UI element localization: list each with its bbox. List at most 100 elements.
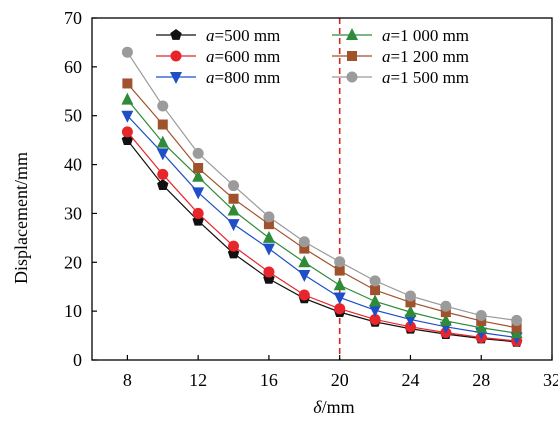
x-axis-title: δ/mm [313, 397, 354, 417]
legend-marker [346, 71, 358, 83]
legend-label: a=500 mm [206, 26, 280, 45]
data-point [369, 294, 382, 307]
data-point [439, 313, 452, 326]
series-6 [121, 46, 523, 326]
legend-param: a [382, 68, 391, 87]
legend-value: =500 mm [215, 26, 281, 45]
series-layer [121, 46, 523, 347]
legend-label: a=600 mm [206, 47, 280, 66]
data-point [404, 321, 416, 333]
legend-value: =1 000 mm [391, 26, 470, 45]
data-point [369, 313, 381, 325]
data-point [121, 110, 134, 123]
data-point [263, 219, 274, 230]
data-point [121, 126, 133, 138]
data-point [156, 135, 169, 148]
data-point [192, 169, 205, 182]
data-point [511, 314, 523, 326]
data-point [262, 243, 275, 256]
data-point [298, 289, 310, 301]
y-axis-title: Displacement/mm [11, 152, 31, 284]
legend-label: a=1 000 mm [382, 26, 469, 45]
data-point [121, 134, 134, 145]
data-point [334, 256, 346, 268]
data-point [298, 269, 311, 282]
data-point [370, 285, 381, 296]
data-point [192, 207, 204, 219]
data-point [405, 297, 416, 308]
data-point [369, 275, 381, 287]
legend-param: a [382, 47, 391, 66]
legend-item: a=1 000 mm [332, 26, 469, 45]
x-tick-label: 20 [331, 370, 349, 390]
data-point [193, 162, 204, 173]
data-point [404, 314, 417, 327]
data-point [369, 305, 382, 318]
data-point [333, 278, 346, 291]
legend-marker [346, 28, 358, 40]
data-point [228, 180, 240, 192]
y-tick-label: 0 [73, 350, 82, 370]
legend-param: a [206, 68, 215, 87]
series-5 [122, 78, 522, 333]
x-axis-symbol: δ [313, 397, 322, 417]
series-line [126, 83, 517, 329]
data-point [263, 211, 275, 223]
data-point [228, 193, 239, 204]
legend-marker [347, 51, 357, 61]
data-point [404, 305, 417, 318]
data-point [333, 292, 346, 305]
data-point [299, 243, 310, 254]
data-point [157, 168, 169, 180]
x-axis-unit: /mm [322, 397, 355, 417]
axes-layer: 8 12 16 20 24 28 32 0 10 20 30 40 50 60 70 [64, 8, 558, 390]
legend-value: =1 200 mm [391, 47, 470, 66]
x-tick-label: 8 [123, 370, 132, 390]
series-line [126, 131, 517, 342]
legend-marker [170, 50, 182, 62]
y-tick-label: 20 [64, 252, 82, 272]
series-2 [121, 126, 523, 347]
legend-item: a=1 500 mm [332, 68, 469, 87]
legend: a=500 mm a=1 000 mma=600 mm a=1 200 mma=80… [156, 26, 469, 87]
legend-param: a [382, 26, 391, 45]
data-point [156, 148, 169, 161]
legend-value: =600 mm [215, 47, 281, 66]
data-point [511, 322, 522, 333]
x-tick-label: 12 [189, 370, 207, 390]
series-line [126, 139, 517, 343]
data-point [192, 187, 205, 200]
data-point [440, 307, 451, 318]
x-tick-label: 16 [260, 370, 278, 390]
x-tick-label: 32 [543, 370, 558, 390]
data-point [440, 300, 452, 312]
series-3 [121, 110, 523, 345]
y-tick-label: 40 [64, 155, 82, 175]
data-point [262, 230, 275, 243]
data-point [475, 310, 487, 322]
legend-label: a=1 200 mm [382, 47, 469, 66]
x-tick-label: 28 [472, 370, 490, 390]
legend-item: a=500 mm [156, 26, 280, 45]
x-tick-label: 24 [401, 370, 419, 390]
data-point [404, 290, 416, 302]
series-1 [121, 134, 523, 347]
data-point [298, 255, 311, 268]
series-line [126, 115, 517, 339]
legend-marker [170, 29, 182, 40]
data-point [298, 236, 310, 248]
y-tick-label: 10 [64, 301, 82, 321]
legend-marker [170, 72, 182, 84]
series-line [126, 51, 517, 322]
data-point [334, 265, 345, 276]
series-4 [121, 92, 523, 339]
plot-frame [91, 17, 553, 361]
legend-item: a=600 mm [156, 47, 280, 66]
data-point [227, 203, 240, 216]
legend-value: =800 mm [215, 68, 281, 87]
data-point [121, 46, 133, 58]
data-point [228, 240, 240, 252]
data-point [122, 78, 133, 89]
y-tick-label: 70 [64, 8, 82, 28]
y-tick-label: 50 [64, 106, 82, 126]
